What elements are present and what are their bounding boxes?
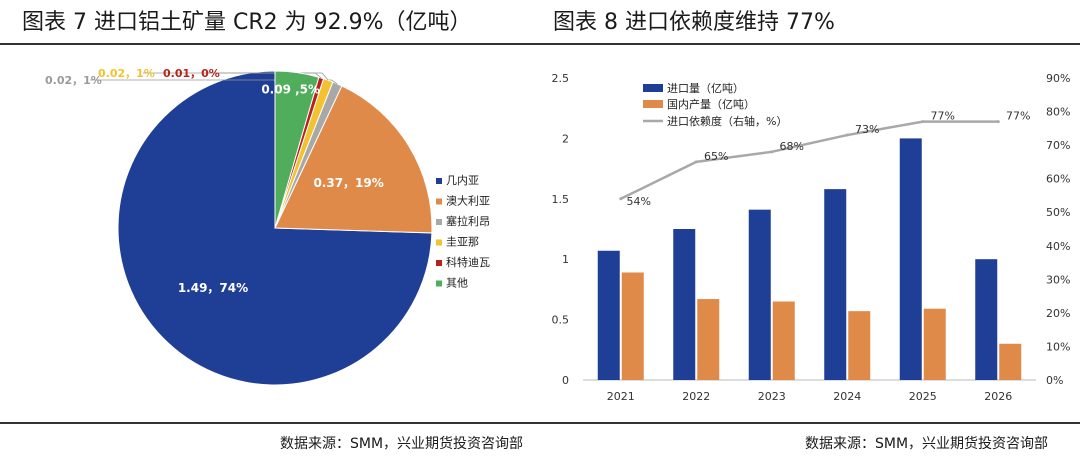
y-right-tick-3: 30% (1046, 273, 1070, 286)
right-chart-title: 图表 8 进口依赖度维持 77% (553, 10, 835, 35)
dependency-label-2022: 65% (704, 150, 728, 163)
pie-legend-label-0: 几内亚 (446, 173, 479, 187)
y-right-tick-8: 80% (1046, 106, 1070, 119)
dependency-label-2023: 68% (780, 140, 804, 153)
dependency-label-2025: 77% (931, 110, 955, 123)
y-right-tick-9: 90% (1046, 72, 1070, 85)
pie-legend-swatch-1 (436, 198, 442, 205)
bar-legend-label-2: 进口依赖度（右轴，%） (667, 114, 787, 128)
y-right-tick-6: 60% (1046, 173, 1070, 186)
left-chart-title: 图表 7 进口铝土矿量 CR2 为 92.9%（亿吨） (22, 10, 472, 35)
dependency-point-2022 (694, 160, 698, 164)
bar-legend-swatch-1 (643, 100, 663, 108)
x-tick-3: 2024 (833, 390, 861, 403)
pie-legend-swatch-4 (436, 260, 442, 266)
pie-legend-swatch-2 (436, 219, 442, 225)
dependency-point-2024 (845, 133, 849, 137)
pie-legend-label-2: 塞拉利昂 (446, 214, 490, 228)
x-tick-1: 2022 (682, 390, 710, 403)
bar-legend-swatch-0 (643, 84, 663, 92)
bar-domestic-2024 (848, 311, 871, 380)
y-right-tick-2: 20% (1046, 307, 1070, 320)
y-left-tick-0: 0 (562, 374, 569, 387)
pie-legend-label-4: 科特迪瓦 (446, 255, 490, 269)
bar-domestic-2025 (923, 308, 946, 380)
pie-label-1: 0.37，19% (313, 176, 383, 190)
left-source-note: 数据来源：SMM，兴业期货投资咨询部 (280, 436, 524, 452)
pie-leader-3 (143, 72, 329, 81)
bar-import-2026 (975, 259, 998, 380)
right-source-note: 数据来源：SMM，兴业期货投资咨询部 (805, 436, 1049, 452)
bar-domestic-2021 (621, 272, 644, 380)
pie-legend-label-5: 其他 (446, 277, 468, 290)
y-left-tick-2: 1 (562, 253, 569, 266)
bar-import-2025 (899, 138, 922, 380)
y-left-tick-5: 2.5 (552, 72, 570, 85)
dependency-point-2023 (770, 150, 774, 154)
pie-legend-label-3: 圭亚那 (446, 236, 479, 249)
dependency-point-2025 (921, 120, 925, 124)
pie-label-2: 0.02，1% (45, 74, 102, 87)
pie-legend-swatch-3 (436, 239, 442, 246)
y-right-tick-1: 10% (1046, 340, 1070, 353)
bar-legend-label-0: 进口量（亿吨） (667, 82, 744, 95)
pie-label-4: 0.01，0% (163, 67, 220, 80)
y-right-tick-0: 0% (1046, 374, 1063, 387)
bar-domestic-2023 (772, 301, 795, 380)
y-right-tick-5: 50% (1046, 206, 1070, 219)
bar-import-2021 (597, 250, 620, 380)
bar-import-2022 (673, 229, 696, 380)
bar-import-2023 (748, 209, 771, 380)
pie-legend-label-1: 澳大利亚 (446, 194, 490, 208)
bottom-divider (0, 422, 1080, 424)
y-left-tick-3: 1.5 (552, 193, 570, 206)
dependency-label-2024: 73% (855, 123, 879, 136)
x-tick-0: 2021 (607, 390, 635, 403)
y-right-tick-7: 70% (1046, 139, 1070, 152)
y-left-tick-4: 2 (562, 132, 569, 145)
dependency-label-2021: 54% (627, 195, 651, 208)
bar-import-2024 (824, 189, 847, 380)
pie-leader-4 (208, 72, 322, 79)
x-tick-5: 2026 (984, 390, 1012, 403)
x-tick-2: 2023 (758, 390, 786, 403)
bar-legend-label-1: 国内产量（亿吨） (667, 97, 755, 111)
y-left-tick-1: 0.5 (552, 314, 570, 327)
pie-label-5: 0.09 ,5% (261, 83, 320, 97)
pie-slice-1 (274, 85, 433, 234)
dependency-line (620, 120, 999, 200)
x-tick-4: 2025 (909, 390, 937, 403)
bar-domestic-2022 (697, 299, 720, 380)
pie-label-0: 1.49，74% (178, 281, 248, 295)
dependency-label-2026: 77% (1006, 110, 1030, 123)
bar-domestic-2026 (999, 343, 1022, 380)
pie-label-3: 0.02，1% (98, 67, 155, 80)
dependency-point-2026 (996, 120, 1000, 124)
pie-slice-5 (274, 70, 320, 229)
y-right-tick-4: 40% (1046, 240, 1070, 253)
top-divider (0, 43, 1080, 45)
pie-legend-swatch-0 (436, 178, 442, 184)
pie-legend-swatch-5 (436, 280, 442, 287)
dependency-point-2021 (619, 197, 623, 201)
pie-leader-2 (90, 79, 338, 85)
